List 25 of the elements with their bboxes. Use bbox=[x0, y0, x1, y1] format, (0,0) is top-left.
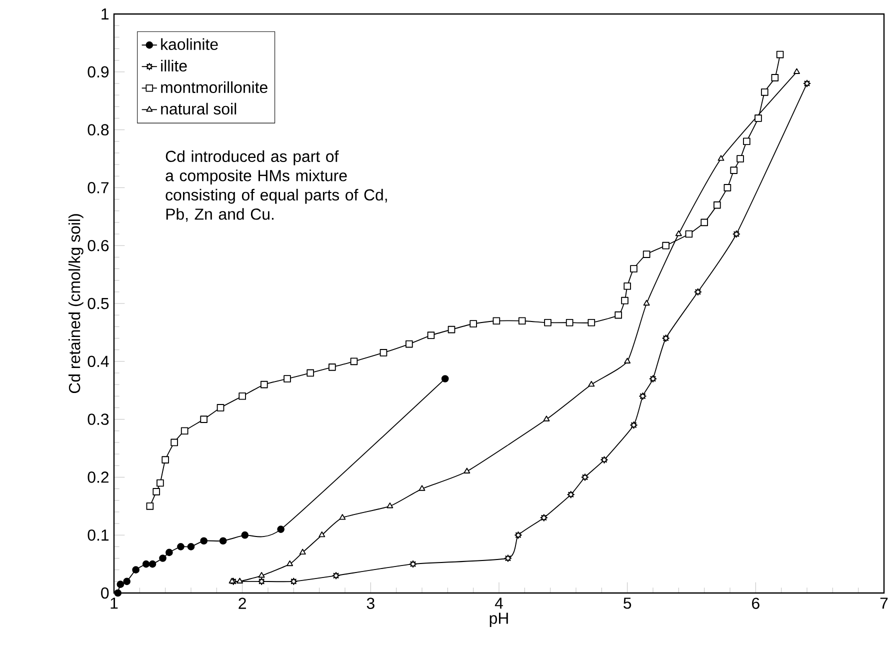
x-tick-label: 2 bbox=[238, 598, 246, 609]
y-tick-label: 0.8 bbox=[88, 124, 109, 136]
x-tick-label: 1 bbox=[110, 598, 118, 609]
legend-label: illite bbox=[161, 60, 187, 72]
y-tick-label: 0 bbox=[101, 587, 109, 599]
y-tick-label: 0.4 bbox=[88, 356, 109, 368]
x-tick-label: 3 bbox=[366, 598, 374, 609]
legend-label: kaolinite bbox=[161, 38, 218, 50]
y-tick-label: 0.9 bbox=[88, 66, 109, 78]
y-tick-label: 0.1 bbox=[88, 529, 109, 541]
x-tick-label: 4 bbox=[494, 598, 503, 609]
x-tick-label: 5 bbox=[624, 598, 632, 609]
x-tick-label: 6 bbox=[752, 598, 760, 609]
y-axis-title: Cd retained (cmol/kg soil) bbox=[68, 214, 84, 394]
y-tick-label: 1 bbox=[102, 8, 109, 20]
y-tick-label: 0.5 bbox=[88, 298, 109, 310]
y-tick-label: 0.6 bbox=[88, 240, 109, 252]
y-tick-label: 0.7 bbox=[88, 182, 109, 194]
legend-label: natural soil bbox=[161, 102, 236, 115]
x-axis-title: pH bbox=[490, 612, 508, 628]
y-tick-label: 0.3 bbox=[88, 414, 109, 425]
annotation: Cd introduced as part of a composite HMs mixture consisting of equal parts of Cd, Pb, Zn and Cu. bbox=[166, 150, 387, 222]
legend-label: montmorillonite bbox=[161, 81, 268, 94]
y-tick-label: 0.2 bbox=[88, 472, 109, 483]
x-tick-label: 7 bbox=[880, 598, 888, 609]
